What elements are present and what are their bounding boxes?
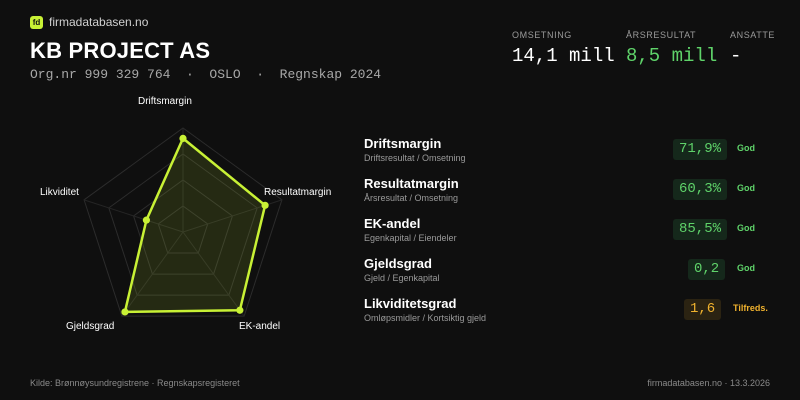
footer-site-date: firmadatabasen.no · 13.3.2026 — [647, 378, 770, 388]
metric-rating: God — [737, 143, 755, 153]
metric-subtitle: Driftsresultat / Omsetning — [364, 153, 466, 163]
metric-subtitle: Årsresultat / Omsetning — [364, 193, 459, 203]
metric-value: 1,6 — [684, 299, 722, 320]
metric-row-resultatmargin: Resultatmargin Årsresultat / Omsetning 6… — [364, 176, 784, 212]
metric-value: 0,2 — [688, 259, 726, 280]
metric-title: Resultatmargin — [364, 176, 459, 191]
metric-rating: Tilfreds. — [733, 303, 768, 313]
metric-value: 60,3% — [673, 179, 728, 200]
metric-subtitle: Omløpsmidler / Kortsiktig gjeld — [364, 313, 487, 323]
stat-label: OMSETNING — [512, 30, 572, 40]
stat-value: - — [730, 45, 742, 67]
stat-label: ANSATTE — [730, 30, 776, 40]
radar-point-driftsmargin — [179, 134, 187, 142]
stat-value: 14,1 mill — [512, 45, 615, 67]
brand-name: firmadatabasen.no — [49, 15, 149, 29]
footer-source: Kilde: Brønnøysundregistrene · Regnskaps… — [30, 378, 240, 388]
radar-label-resultatmargin: Resultatmargin — [264, 187, 332, 198]
radar-spoke — [83, 199, 184, 233]
metric-rating: God — [737, 223, 755, 233]
stat-omsetning: OMSETNING 14,1 mill — [512, 30, 615, 67]
metric-row-gjeldsgrad: Gjeldsgrad Gjeld / Egenkapital 0,2 God — [364, 256, 784, 292]
company-name: KB PROJECT AS — [30, 38, 211, 63]
radar-spoke — [182, 231, 245, 317]
brand-logo-icon: fd — [30, 15, 43, 29]
radar-label-driftsmargin: Driftsmargin — [138, 96, 192, 107]
stat-label: ÅRSRESULTAT — [626, 30, 697, 40]
stat-value: 8,5 mill — [626, 45, 718, 67]
metric-subtitle: Gjeld / Egenkapital — [364, 273, 440, 283]
metric-subtitle: Egenkapital / Eiendeler — [364, 233, 457, 243]
radar-label-likviditet: Likviditet — [40, 187, 79, 198]
radar-grid-ring — [83, 127, 283, 317]
metric-value: 85,5% — [673, 219, 728, 240]
metric-row-ek-andel: EK-andel Egenkapital / Eiendeler 85,5% G… — [364, 216, 784, 252]
radar-point-resultatmargin — [261, 201, 269, 209]
metric-title: Gjeldsgrad — [364, 256, 432, 271]
radar-label-ek-andel: EK-andel — [239, 321, 281, 332]
metric-title: Driftsmargin — [364, 136, 442, 151]
radar-point-likviditet — [142, 216, 151, 224]
brand: fd firmadatabasen.no — [30, 15, 148, 29]
radar-grid-ring — [108, 153, 258, 296]
radar-grid-ring — [132, 179, 234, 275]
stat-ansatte: ANSATTE - — [730, 30, 775, 67]
metric-row-driftsmargin: Driftsmargin Driftsresultat / Omsetning … — [364, 136, 784, 172]
metric-title: EK-andel — [364, 216, 421, 231]
radar-grid-ring — [157, 205, 209, 254]
radar-point-gjeldsgrad — [121, 308, 129, 316]
metric-value: 71,9% — [673, 139, 728, 160]
metric-row-likviditetsgrad: Likviditetsgrad Omløpsmidler / Kortsikti… — [364, 296, 784, 332]
radar-point-ek-andel — [236, 306, 244, 314]
metric-rating: God — [737, 183, 755, 193]
metric-title: Likviditetsgrad — [364, 296, 457, 311]
radar-label-gjeldsgrad: Gjeldsgrad — [66, 321, 115, 332]
radar-data-area — [123, 137, 267, 314]
metric-rating: God — [737, 263, 755, 273]
stat-arsresultat: ÅRSRESULTAT 8,5 mill — [626, 30, 717, 67]
radar-spoke — [121, 231, 184, 317]
company-meta: Org.nr 999 329 764 · OSLO · Regnskap 202… — [30, 67, 382, 82]
